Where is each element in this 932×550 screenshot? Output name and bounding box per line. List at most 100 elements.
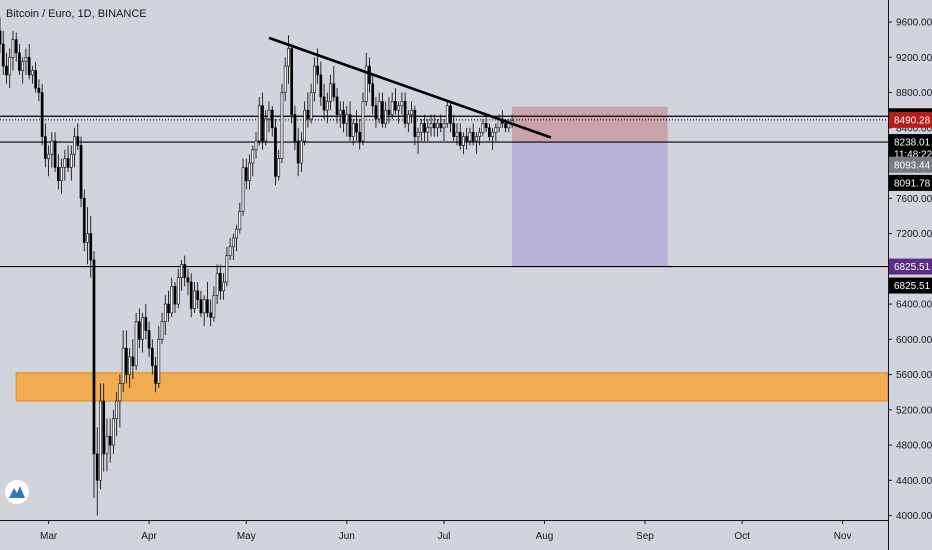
candle [358,118,362,150]
candle [128,348,131,388]
candle [329,74,332,111]
candle [131,339,135,379]
candle [270,105,274,137]
candles [0,17,514,516]
price-tag-label: 8093.44 [894,160,931,171]
candle [300,132,303,172]
y-tick-label: 7200.00 [896,229,932,240]
candle [254,132,258,159]
candle [14,32,18,62]
price-tag-label: 6825.51 [894,281,931,292]
time-axis[interactable]: Mar Apr May Jun Jul Aug Sep Oct Nov [40,520,852,542]
candle [0,17,2,53]
candle [313,57,316,102]
candle [283,57,287,102]
candle [222,273,225,300]
price-tag-label: 8490.28 [894,115,931,126]
candle [406,110,410,133]
tradingview-logo[interactable] [5,480,29,504]
price-tags: 8530.678490.288238.0111:48:228093.448091… [889,108,932,294]
candle [79,136,83,208]
take-profit-zone [512,142,668,267]
y-tick-label: 4000.00 [896,511,932,522]
candle [491,127,494,150]
candle [206,282,209,318]
candle [186,268,190,296]
candle [63,149,67,181]
candle [264,110,268,146]
candle [325,92,329,124]
candle [40,83,44,146]
candle [332,66,336,102]
price-tag: 8490.28 [889,111,932,128]
candle [403,92,407,128]
candle [306,92,310,128]
candle [449,101,452,133]
y-tick-label: 9200.00 [896,53,932,64]
candle [423,114,426,142]
price-tag: 8091.78 [889,174,932,191]
x-tick-label: Nov [834,531,852,542]
price-axis[interactable]: 9600.009200.008800.008400.008000.007600.… [888,18,932,523]
candle [34,61,38,93]
price-tag-label: 8238.01 [894,138,931,149]
candle [445,101,449,128]
candle [397,101,400,124]
price-tag: 8093.44 [889,156,932,173]
x-tick-label: Oct [734,531,750,542]
candle [105,418,109,472]
candle [277,149,281,181]
stop-loss-zone [512,106,668,143]
candle [355,110,358,142]
y-tick-label: 5600.00 [896,370,932,381]
candle [235,224,238,252]
candle [400,92,404,115]
candle [374,96,378,128]
x-tick-label: May [237,531,256,542]
candle [436,118,439,137]
candle [202,295,206,327]
candle [364,52,368,106]
y-tick-label: 4800.00 [896,441,932,452]
candle [338,101,342,128]
candle [193,282,196,313]
candle [274,118,277,186]
candle [82,189,86,252]
candle [31,66,34,84]
trendline[interactable] [268,36,552,139]
candle [27,44,31,80]
support-zone [15,372,889,402]
price-tag: 6825.51 [889,258,932,275]
candle [348,101,352,142]
candle [345,105,349,137]
candle [494,123,498,142]
candle [432,114,436,137]
candle [112,409,115,454]
candle [21,57,25,84]
candle [138,308,141,349]
candle [296,127,300,177]
candle [160,312,164,344]
x-tick-label: Apr [141,531,157,542]
candle [167,290,170,322]
candle [180,260,183,291]
x-tick-label: Sep [636,531,654,542]
candle [287,35,290,84]
candle [147,321,151,357]
candle [163,295,167,335]
candle [176,268,180,309]
candle [118,374,122,428]
resistance-trendline [268,36,552,139]
candle [18,44,21,75]
candle [95,427,99,516]
candle [371,74,375,115]
candle [481,118,485,137]
candle [413,105,417,146]
candle [387,96,391,124]
candle [5,52,8,84]
candle [108,418,112,463]
candle [267,101,271,133]
candle [248,154,251,190]
candle [319,61,323,106]
